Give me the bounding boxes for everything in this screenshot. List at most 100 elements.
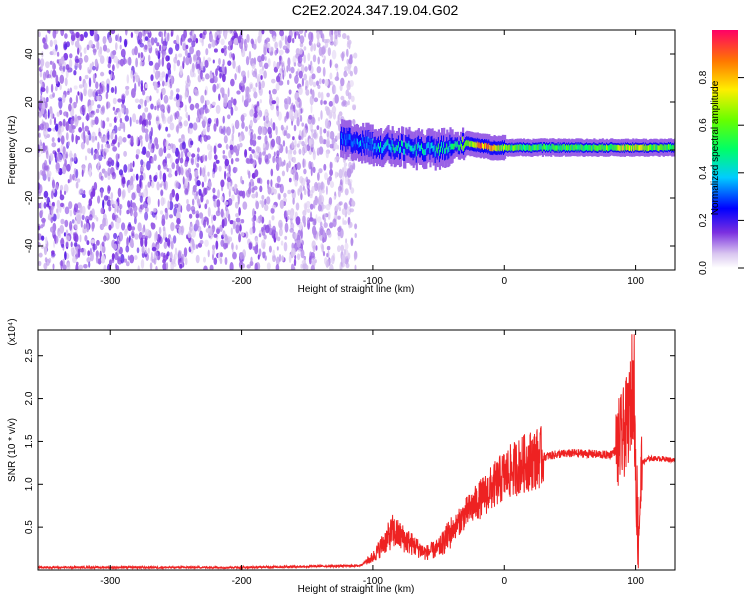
spectrogram-noise-cell: [141, 112, 146, 121]
spectrogram-noise-cell: [170, 89, 174, 97]
spectrogram-noise-cell: [281, 170, 285, 177]
spectrogram-noise-cell: [337, 114, 340, 123]
spectrogram-noise-cell: [310, 104, 313, 114]
spectrogram-noise-cell: [125, 85, 130, 90]
spectrogram-noise-cell: [322, 237, 325, 243]
spectrogram-noise-cell: [123, 258, 128, 263]
spectrogram-noise-cell: [352, 104, 357, 109]
spectrogram-noise-cell: [153, 250, 159, 261]
spectrogram-noise-cell: [127, 57, 132, 66]
spectrogram-noise-cell: [284, 116, 287, 123]
colorbar-tick-label: 0.6: [698, 118, 709, 132]
spectrogram-noise-cell: [132, 160, 135, 168]
spectrogram-noise-cell: [331, 105, 337, 114]
spectrogram-noise-cell: [80, 141, 85, 150]
spectrogram-noise-cell: [169, 192, 173, 202]
spectrogram-noise-cell: [156, 244, 160, 250]
spectrogram-noise-cell: [56, 152, 61, 162]
spectrogram-noise-cell: [300, 263, 303, 269]
spectrogram-noise-cell: [139, 98, 144, 105]
spectrogram-noise-cell: [108, 69, 112, 75]
spectrogram-noise-cell: [201, 154, 205, 161]
spectrogram-noise-cell: [212, 59, 215, 64]
spectrogram-noise-cell: [292, 197, 295, 205]
spectrogram-noise-cell: [326, 230, 332, 236]
spectrogram-noise-cell: [346, 206, 352, 216]
spectrogram-noise-cell: [99, 55, 105, 64]
spectrogram-noise-cell: [201, 38, 204, 47]
spectrogram-noise-cell: [207, 57, 212, 62]
spectrogram-noise-cell: [222, 115, 225, 124]
chart-title: C2E2.2024.347.19.04.G02: [291, 2, 459, 18]
spectrogram-noise-cell: [47, 108, 50, 119]
spectrogram-noise-cell: [153, 154, 157, 162]
spectrogram-noise-cell: [69, 53, 73, 59]
colorbar-label: Normalized spectral amplitude: [710, 80, 721, 215]
spectrogram-noise-cell: [69, 220, 73, 231]
spectrogram-noise-cell: [126, 74, 130, 84]
spectrogram-noise-cell: [118, 59, 123, 65]
spectrogram-noise-cell: [169, 122, 175, 131]
spectrogram-noise-cell: [219, 224, 223, 232]
spectrogram-noise-cell: [125, 89, 129, 96]
spectrogram-noise-cell: [232, 59, 236, 69]
spectrogram-noise-cell: [162, 255, 168, 262]
spectrogram-noise-cell: [290, 218, 293, 225]
spectrogram-noise-cell: [283, 210, 289, 220]
spectrogram-noise-cell: [156, 181, 160, 191]
spectrogram-noise-cell: [89, 113, 95, 118]
spectrogram-noise-cell: [197, 200, 201, 206]
spectrogram-noise-cell: [145, 118, 149, 128]
spectrogram-noise-cell: [38, 132, 41, 138]
spectrogram-noise-cell: [90, 251, 94, 262]
spectrogram-noise-cell: [224, 158, 230, 167]
spectrogram-noise-cell: [81, 205, 86, 216]
spectrogram-noise-cell: [38, 252, 43, 258]
spectrogram-noise-cell: [80, 220, 83, 228]
spectrogram-noise-cell: [310, 32, 314, 43]
spectrogram-noise-cell: [134, 98, 140, 104]
spectrogram-noise-cell: [299, 35, 305, 44]
spectrogram-noise-cell: [46, 97, 49, 103]
spectrogram-noise-cell: [256, 177, 261, 184]
spectrogram-noise-cell: [239, 224, 242, 232]
spectrogram-noise-cell: [91, 61, 95, 68]
spectrogram-noise-cell: [299, 114, 303, 123]
spectrogram-noise-cell: [62, 165, 67, 175]
spectrogram-noise-cell: [253, 185, 258, 191]
spectrogram-noise-cell: [338, 206, 341, 212]
spectrogram-noise-cell: [78, 264, 83, 270]
spectrogram-noise-cell: [121, 93, 126, 100]
spectrogram-noise-cell: [241, 49, 246, 58]
spectrogram-noise-cell: [85, 215, 90, 223]
spectrogram-noise-cell: [296, 117, 300, 127]
spectrogram-noise-cell: [266, 196, 271, 205]
spectrogram-noise-cell: [293, 104, 296, 113]
spectrogram-noise-cell: [288, 160, 291, 169]
spectrogram-noise-cell: [317, 117, 321, 122]
spectrogram-noise-cell: [84, 155, 88, 161]
spectrogram-noise-cell: [58, 98, 63, 109]
spectrogram-noise-cell: [326, 92, 330, 98]
spectrogram-noise-cell: [185, 50, 188, 56]
spectrogram-noise-cell: [267, 58, 271, 67]
spectrogram-noise-cell: [135, 119, 139, 125]
spectrogram-noise-cell: [146, 160, 151, 171]
spectrogram-noise-cell: [258, 233, 262, 238]
spectrogram-noise-cell: [343, 72, 348, 77]
spectrogram-noise-cell: [52, 30, 57, 39]
spectrogram-noise-cell: [196, 49, 201, 57]
spectrogram-noise-cell: [100, 175, 104, 181]
spectrogram-noise-cell: [213, 233, 218, 238]
spectrogram-noise-cell: [275, 256, 280, 266]
spectrogram-noise-cell: [79, 76, 82, 82]
spectrogram-noise-cell: [257, 125, 263, 135]
spectrogram-noise-cell: [53, 39, 58, 46]
spectrogram-noise-cell: [167, 77, 171, 88]
spectrogram-noise-cell: [303, 46, 307, 51]
spectrogram-noise-cell: [51, 142, 57, 148]
spectrogram-noise-cell: [154, 62, 160, 71]
spectrogram-noise-cell: [131, 226, 136, 231]
spectrogram-noise-cell: [261, 54, 265, 62]
spectrogram-noise-cell: [284, 222, 289, 233]
